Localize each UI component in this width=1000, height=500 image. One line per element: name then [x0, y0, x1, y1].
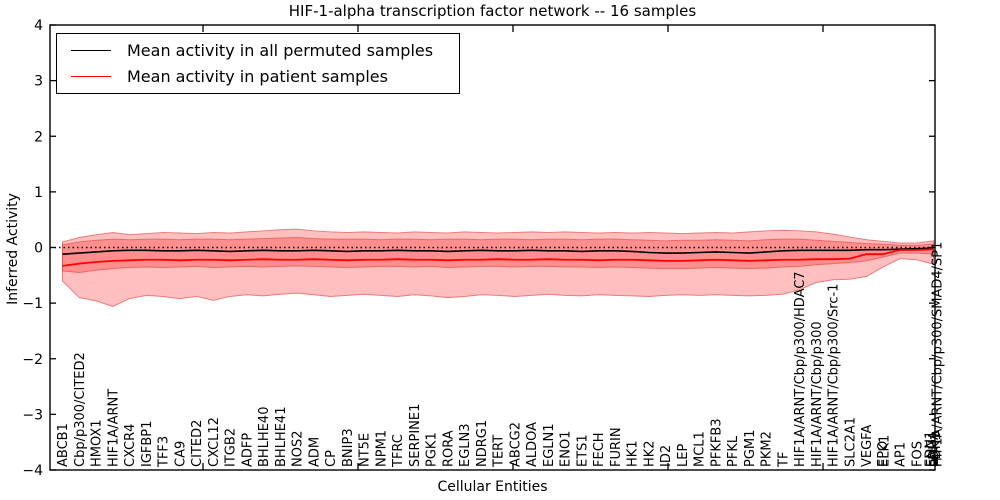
x-tick-label: EDN1 [923, 431, 938, 467]
x-tick-label: ADM [307, 437, 322, 467]
x-tick-label: ELK1 [878, 435, 893, 467]
x-tick-label: LEP [676, 444, 691, 467]
x-tick-label: NOS2 [291, 431, 306, 467]
x-tick-label: NT5E [358, 433, 373, 467]
patient-mean-line [62, 248, 934, 267]
x-tick-label: CXCL12 [207, 417, 222, 467]
legend-label-permuted: Mean activity in all permuted samples [127, 41, 434, 60]
permuted-mean-line [62, 247, 934, 255]
x-tick-label: HIF1A/ARNT/Cbp/p300 [810, 321, 825, 467]
chart-title: HIF-1-alpha transcription factor network… [288, 2, 697, 20]
x-tick-label: HIF1A/ARNT/Cbp/p300/SMAD4/SP1 [931, 242, 946, 467]
x-tick-label: TFRC [391, 434, 406, 468]
x-tick-label: MCL1 [693, 431, 708, 467]
legend-label-patient: Mean activity in patient samples [127, 67, 388, 86]
x-tick-label: FURIN [609, 427, 624, 467]
x-tick-label: RORA [441, 430, 456, 467]
x-tick-label: IGFBP1 [140, 421, 155, 467]
x-tick-label: SERPINE1 [408, 404, 423, 467]
y-tick-label: 1 [34, 185, 43, 201]
x-tick-label: NPM1 [374, 430, 389, 467]
permuted-std-band [62, 236, 934, 274]
x-tick-label: HK2 [642, 440, 657, 467]
x-tick-label: EGLN1 [542, 423, 557, 467]
y-tick-label: −4 [22, 463, 43, 479]
x-tick-label: ENG [925, 439, 940, 467]
x-tick-label: SLC2A1 [843, 417, 858, 467]
x-tick-label: PKM2 [760, 431, 775, 467]
x-tick-label: EGLN3 [458, 423, 473, 467]
x-tick-label: CITED2 [190, 420, 205, 467]
x-tick-label: HMOX1 [90, 419, 105, 467]
x-tick-label: ID2 [659, 445, 674, 467]
x-tick-label: HIF1A/ARNT/Cbp/p300/HDAC7 [793, 271, 808, 467]
x-tick-label: AP1 [894, 442, 909, 467]
x-tick-label: HK1 [626, 440, 641, 467]
x-tick-label: PGK1 [425, 432, 440, 467]
x-tick-label: HIF1A/ARNT/Cbp/p300/Src-1 [827, 284, 842, 467]
x-tick-label: CXCR4 [123, 424, 138, 467]
legend-line-black-icon [71, 50, 111, 51]
x-axis-label: Cellular Entities [437, 479, 548, 495]
y-tick-label: 4 [34, 18, 43, 34]
x-tick-label: VEGFA [860, 425, 875, 467]
y-tick-label: −3 [22, 407, 43, 423]
y-tick-label: −1 [22, 296, 43, 312]
y-tick-label: 0 [34, 241, 43, 257]
legend-item-permuted: Mean activity in all permuted samples [71, 41, 433, 60]
x-tick-label: ALDOA [525, 422, 540, 467]
x-tick-label: ITGB2 [224, 428, 239, 467]
x-tick-label: TF [776, 452, 791, 468]
x-tick-label: PGM1 [743, 430, 758, 467]
x-tick-label: ENO1 [559, 431, 574, 467]
patient-std-band [62, 228, 934, 307]
x-tick-label: TFF3 [157, 436, 172, 468]
x-tick-label: PFKL [726, 435, 741, 467]
x-tick-label: EPO [876, 441, 891, 467]
x-tick-label: PDK1 [929, 432, 944, 467]
x-tick-label: CA9 [173, 441, 188, 467]
x-tick-label: FECH [592, 432, 607, 467]
x-tick-label: BHLHE40 [257, 407, 272, 467]
legend-line-red-icon [71, 76, 111, 77]
y-tick-label: 2 [34, 129, 43, 145]
x-tick-label: TERT [492, 435, 507, 468]
legend: Mean activity in all permuted samples Me… [56, 33, 461, 94]
x-tick-label: BHLHE41 [274, 407, 289, 467]
y-tick-label: 3 [34, 74, 43, 90]
x-tick-label: PFKFB3 [709, 418, 724, 467]
x-tick-label: FOS [910, 441, 925, 467]
x-tick-label: ABCB1 [56, 423, 71, 467]
x-tick-label: HIF1A/ARNT [106, 389, 121, 467]
legend-item-patient: Mean activity in patient samples [71, 67, 433, 86]
x-tick-label: LDHA [927, 431, 942, 467]
x-tick-label: CP [324, 450, 339, 467]
y-tick-label: −2 [22, 352, 43, 368]
x-tick-label: BNIP3 [341, 428, 356, 467]
x-tick-label: ABCG2 [508, 422, 523, 467]
x-tick-label: Cbp/p300/CITED2 [73, 352, 88, 467]
x-tick-label: ETS1 [575, 434, 590, 467]
x-tick-label: ADFP [240, 433, 255, 467]
x-tick-label: NDRG1 [475, 420, 490, 467]
